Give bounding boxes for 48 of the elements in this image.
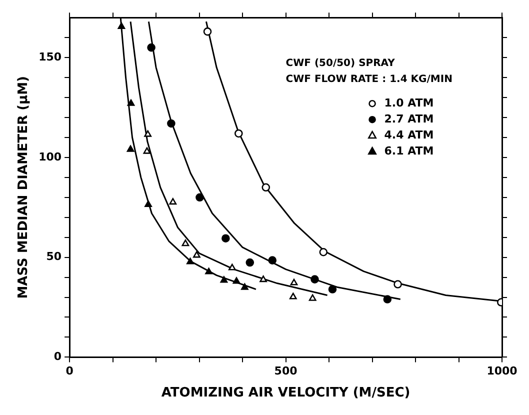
x-axis-title: ATOMIZING AIR VELOCITY (M/SEC) xyxy=(161,386,410,401)
x-tick-label: 1000 xyxy=(486,364,518,378)
point xyxy=(167,119,176,128)
point xyxy=(205,268,212,274)
legend-label: 2.7 ATM xyxy=(384,112,434,126)
point xyxy=(203,27,212,36)
legend-label: 1.0 ATM xyxy=(384,96,434,110)
point xyxy=(290,278,298,286)
y-axis-title: MASS MEDIAN DIAMETER (μM) xyxy=(16,76,32,299)
point xyxy=(144,130,152,137)
point xyxy=(260,276,267,282)
y-tick-label: 50 xyxy=(46,250,62,264)
point xyxy=(220,276,228,283)
point xyxy=(246,258,254,267)
point xyxy=(169,198,177,205)
point xyxy=(268,256,277,264)
point xyxy=(147,43,156,52)
annotation: CWF (50/50) SPRAY xyxy=(286,58,396,70)
point xyxy=(241,283,248,290)
point xyxy=(118,22,126,29)
point xyxy=(182,240,190,246)
point xyxy=(234,129,243,138)
point xyxy=(126,145,134,152)
point xyxy=(193,251,200,258)
point xyxy=(127,99,135,106)
point xyxy=(143,147,151,154)
x-tick-label: 500 xyxy=(274,364,298,378)
point xyxy=(319,248,328,256)
point xyxy=(308,294,316,301)
x-tick-label: 0 xyxy=(66,364,74,378)
legend-label: 6.1 ATM xyxy=(384,144,434,158)
annotation: CWF FLOW RATE : 1.4 KG/MIN xyxy=(286,74,452,86)
y-tick-label: 0 xyxy=(54,350,62,364)
point xyxy=(262,183,270,192)
point xyxy=(383,295,392,304)
y-tick-label: 150 xyxy=(38,50,62,64)
y-tick-label: 100 xyxy=(38,150,62,164)
point xyxy=(394,280,402,288)
legend-label: 4.4 ATM xyxy=(384,128,434,142)
point xyxy=(144,200,152,207)
point xyxy=(232,277,240,284)
point xyxy=(310,275,319,284)
point xyxy=(222,234,230,242)
point xyxy=(186,258,194,264)
point xyxy=(289,292,297,300)
point xyxy=(328,285,337,294)
point xyxy=(228,264,236,270)
point xyxy=(196,193,204,202)
